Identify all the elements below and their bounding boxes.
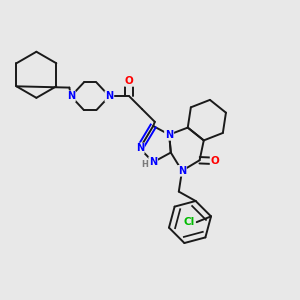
Text: N: N xyxy=(67,91,75,101)
Text: N: N xyxy=(149,157,157,167)
Text: H: H xyxy=(141,160,148,169)
Text: N: N xyxy=(136,143,144,153)
Text: O: O xyxy=(125,76,134,86)
Text: N: N xyxy=(105,91,113,101)
Text: N: N xyxy=(165,130,173,140)
Text: Cl: Cl xyxy=(184,217,195,227)
Text: O: O xyxy=(211,156,219,166)
Text: N: N xyxy=(165,130,173,140)
Text: N: N xyxy=(178,166,186,176)
